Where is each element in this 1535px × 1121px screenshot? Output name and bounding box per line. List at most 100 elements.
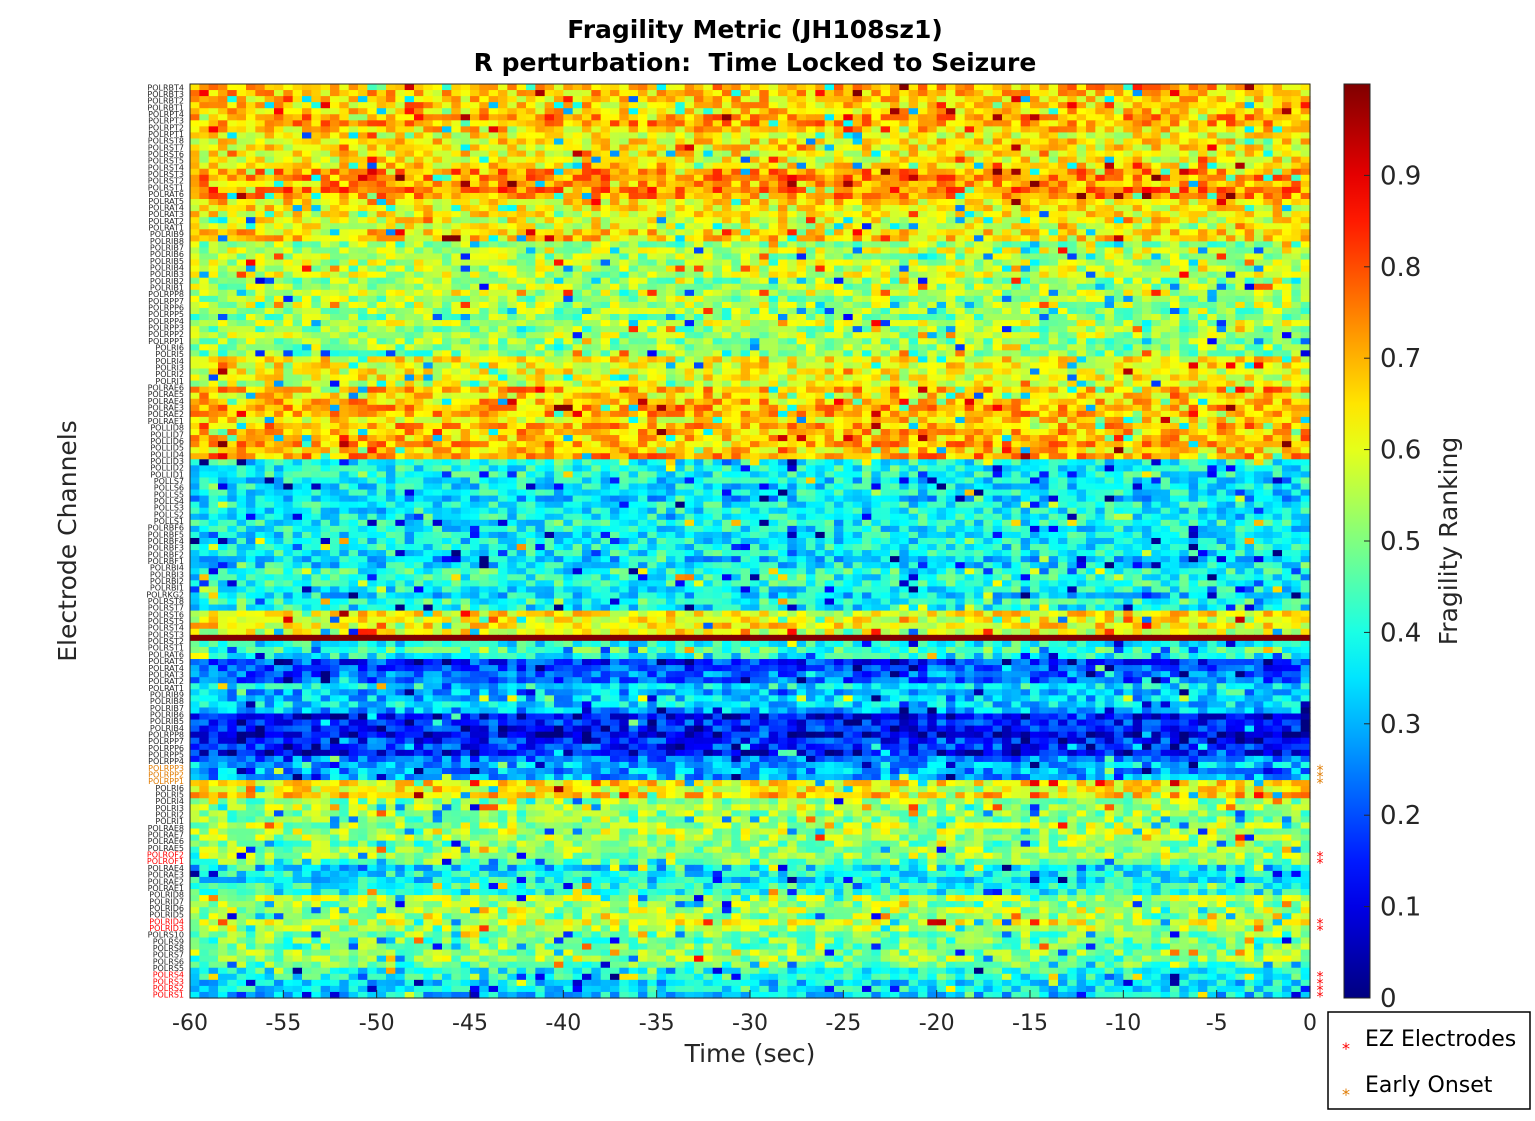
heatmap-cell [1300, 138, 1311, 146]
heatmap-cell [983, 144, 994, 152]
heatmap-cell [1235, 253, 1246, 261]
heatmap-cell [1235, 326, 1246, 333]
heatmap-cell [516, 114, 527, 121]
heatmap-cell [246, 144, 256, 152]
heatmap-cell [862, 84, 872, 91]
heatmap-cell [908, 162, 919, 170]
heatmap-cell [544, 120, 555, 127]
heatmap-cell [451, 241, 462, 249]
heatmap-cell [208, 132, 219, 140]
heatmap-cell [1216, 265, 1227, 273]
heatmap-cell [890, 289, 900, 297]
heatmap-cell [451, 132, 462, 140]
heatmap-cell [843, 114, 854, 121]
heatmap-cell [563, 150, 574, 158]
heatmap-cell [376, 199, 387, 206]
heatmap-cell [1179, 90, 1190, 97]
heatmap-cell [731, 199, 742, 206]
heatmap-cell [675, 102, 686, 109]
heatmap-cell [330, 332, 340, 339]
heatmap-cell [778, 180, 788, 188]
heatmap-cell [703, 295, 714, 303]
heatmap-cell [974, 205, 984, 212]
heatmap-cell [1170, 132, 1180, 140]
heatmap-cell [348, 132, 359, 140]
heatmap-cell [815, 295, 826, 303]
heatmap-cell [190, 138, 200, 146]
heatmap-cell [236, 223, 247, 230]
heatmap-cell [432, 289, 443, 297]
heatmap-cell [442, 150, 452, 158]
heatmap-cell [591, 320, 602, 327]
heatmap-cell [1207, 108, 1218, 115]
heatmap-cell [320, 253, 331, 261]
heatmap-cell [190, 283, 200, 291]
heatmap-cell [1020, 223, 1031, 230]
heatmap-cell [1048, 168, 1059, 176]
heatmap-cell [1151, 314, 1162, 321]
heatmap-cell [871, 90, 882, 97]
heatmap-cell [1002, 174, 1012, 182]
heatmap-cell [600, 314, 611, 321]
heatmap-cell [1272, 265, 1283, 273]
heatmap-cell [1207, 138, 1218, 146]
heatmap-cell [1132, 223, 1143, 230]
heatmap-cell [1188, 186, 1199, 194]
heatmap-cell [330, 120, 340, 127]
heatmap-cell [339, 162, 350, 170]
heatmap-cell [675, 223, 686, 230]
heatmap-cell [656, 301, 667, 309]
heatmap-cell [283, 217, 294, 224]
heatmap-cell [376, 211, 387, 218]
heatmap-cell [1235, 156, 1246, 164]
heatmap-cell [1254, 289, 1264, 297]
heatmap-cell [460, 259, 471, 267]
heatmap-cell [1142, 144, 1152, 152]
heatmap-cell [712, 259, 723, 267]
heatmap-cell [274, 241, 284, 249]
heatmap-cell [1011, 253, 1022, 261]
heatmap-cell [964, 144, 975, 152]
heatmap-cell [890, 211, 900, 218]
heatmap-cell [1179, 162, 1190, 170]
heatmap-cell [498, 199, 508, 206]
heatmap-cell [834, 102, 844, 109]
heatmap-cell [488, 259, 499, 267]
heatmap-cell [283, 102, 294, 109]
heatmap-cell [778, 114, 788, 121]
heatmap-cell [470, 150, 480, 158]
heatmap-cell [320, 289, 331, 297]
heatmap-cell [386, 332, 396, 339]
heatmap-cell [656, 259, 667, 267]
heatmap-cell [955, 192, 966, 200]
heatmap-cell [1048, 283, 1059, 291]
heatmap-cell [591, 132, 602, 140]
heatmap-cell [600, 174, 611, 182]
heatmap-cell [1151, 211, 1162, 218]
heatmap-cell [1095, 229, 1106, 236]
heatmap-cell [255, 108, 266, 115]
heatmap-cell [740, 120, 751, 127]
heatmap-cell [292, 205, 303, 212]
heatmap-cell [498, 174, 508, 182]
heatmap-cell [834, 295, 844, 303]
heatmap-cell [507, 108, 518, 115]
heatmap-cell [1179, 108, 1190, 115]
heatmap-cell [367, 96, 378, 103]
heatmap-cell [936, 120, 947, 127]
heatmap-cell [1244, 301, 1255, 309]
heatmap-cell [190, 84, 200, 91]
heatmap-cell [880, 326, 891, 333]
heatmap-cell [600, 108, 611, 115]
heatmap-cell [1207, 320, 1218, 327]
heatmap-cell [638, 253, 648, 261]
heatmap-cell [927, 199, 938, 206]
heatmap-cell [1048, 126, 1059, 134]
heatmap-cell [208, 96, 219, 103]
heatmap-cell [619, 326, 630, 333]
heatmap-cell [1030, 307, 1040, 315]
heatmap-cell [246, 265, 256, 273]
heatmap-cell [1170, 102, 1180, 109]
heatmap-cell [768, 307, 779, 315]
heatmap-cell [479, 332, 490, 339]
